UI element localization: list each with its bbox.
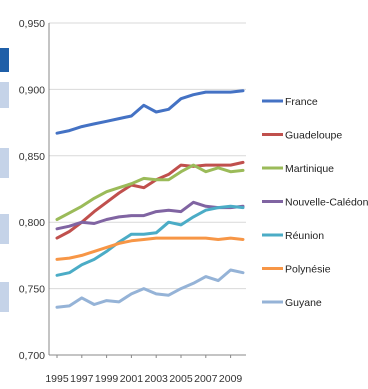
y-tick-label: 0,800 <box>19 217 45 229</box>
x-tick-label: 2009 <box>219 373 243 385</box>
x-axis-ticks: 1995 1997 1999 2001 2003 2005 2007 2009 <box>45 355 242 385</box>
x-tick-label: 1995 <box>45 373 69 385</box>
legend-label: Guyane <box>285 297 322 309</box>
left-edge-tab <box>0 148 9 178</box>
legend-label: France <box>285 96 318 108</box>
x-tick-label: 2003 <box>145 373 169 385</box>
x-tick-label: 2005 <box>169 373 193 385</box>
legend-label: Guadeloupe <box>285 130 342 142</box>
series-line-6 <box>55 268 245 309</box>
x-tick-label: 2007 <box>194 373 218 385</box>
left-edge-tab <box>0 282 9 312</box>
legend-label: Réunion <box>285 230 324 242</box>
left-edge-tab <box>0 82 9 108</box>
x-tick-label: 1997 <box>70 373 94 385</box>
axes <box>48 23 246 356</box>
series-line-5 <box>55 236 245 261</box>
y-tick-label: 0,950 <box>19 18 45 30</box>
left-edge-tab <box>0 214 9 244</box>
x-tick-label: 2001 <box>120 373 144 385</box>
y-tick-label: 0,850 <box>19 151 45 163</box>
series-line-2 <box>55 163 245 221</box>
gridlines <box>49 22 246 290</box>
series-lines <box>55 89 245 309</box>
series-line-4 <box>55 204 245 277</box>
y-tick-label: 0,750 <box>19 284 45 296</box>
legend-label: Polynésie <box>285 264 331 276</box>
legend: France Guadeloupe Martinique Nouvelle-Caléd… <box>262 96 368 309</box>
legend-label: Martinique <box>285 163 334 175</box>
left-edge-tab-dark <box>0 48 9 72</box>
series-line-3 <box>55 200 245 231</box>
y-tick-label: 0,700 <box>19 350 45 362</box>
series-line-0 <box>55 89 245 135</box>
x-tick-label: 1999 <box>95 373 119 385</box>
left-edge-fragment <box>0 48 9 312</box>
y-tick-label: 0,900 <box>19 84 45 96</box>
legend-label: Nouvelle-Calédonie <box>285 197 368 209</box>
series-line-1 <box>55 160 245 240</box>
y-axis-ticks: 0,700 0,750 0,800 0,850 0,900 0,950 <box>19 18 45 362</box>
